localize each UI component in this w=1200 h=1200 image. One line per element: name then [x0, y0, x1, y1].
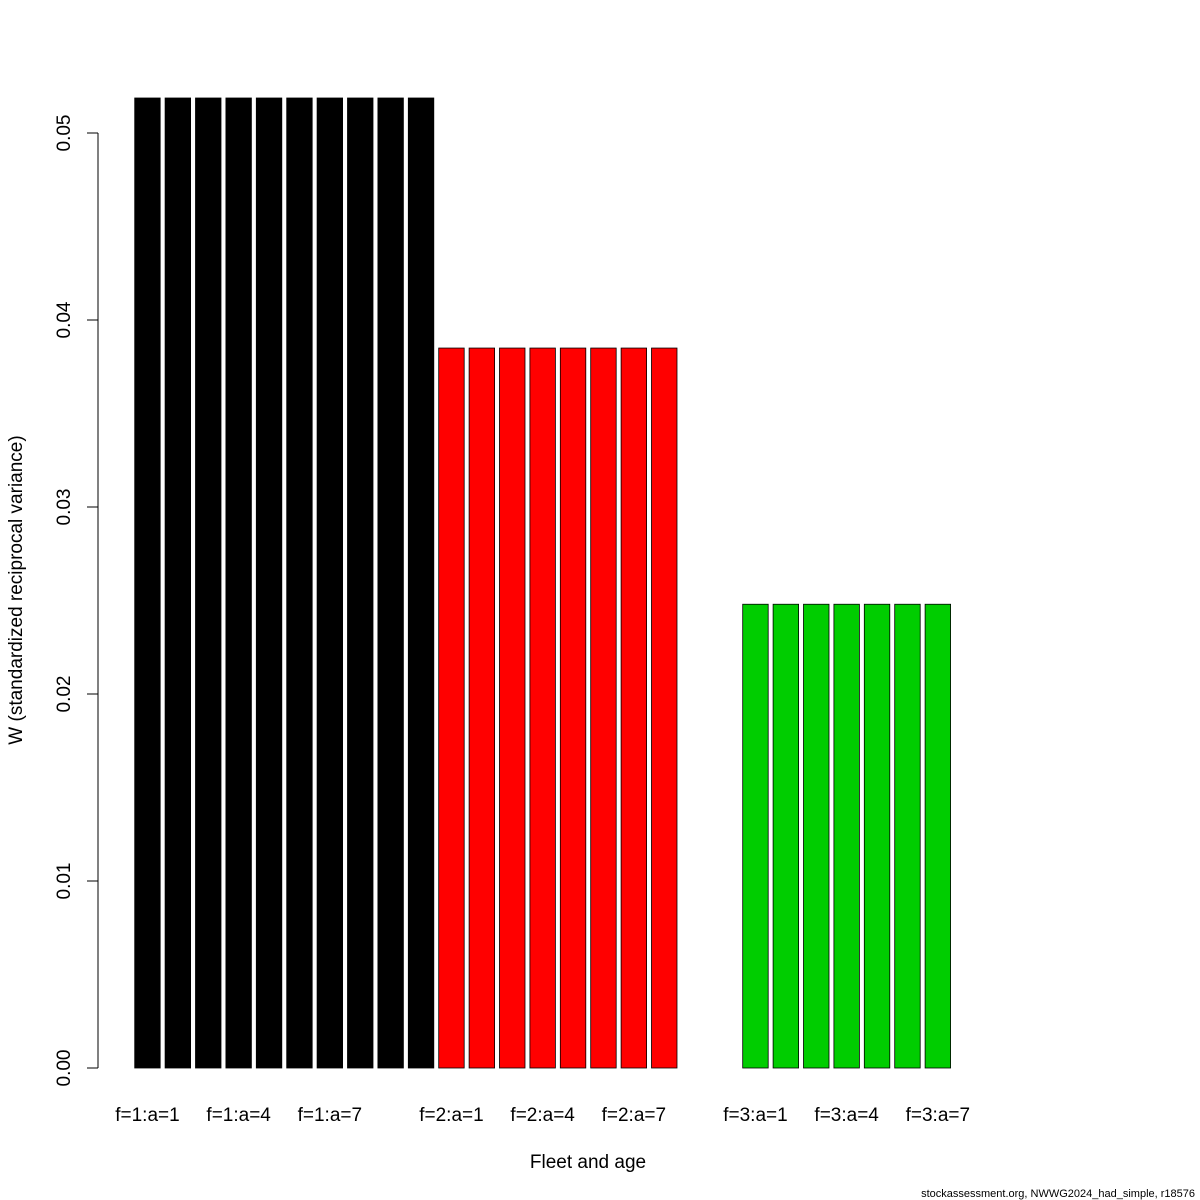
x-tick-label: f=2:a=7: [602, 1105, 666, 1126]
bar: [924, 603, 951, 1069]
bar: [772, 603, 799, 1069]
bar: [195, 97, 222, 1069]
bar: [134, 97, 161, 1069]
bar: [894, 603, 921, 1069]
bar: [499, 347, 526, 1069]
x-tick-label: f=3:a=1: [723, 1105, 787, 1126]
bar: [590, 347, 617, 1069]
bar: [833, 603, 860, 1069]
bar: [620, 347, 647, 1069]
bar: [651, 347, 678, 1069]
bar: [286, 97, 313, 1069]
bar: [255, 97, 283, 1069]
x-tick-label: f=3:a=7: [906, 1105, 970, 1126]
bar: [164, 97, 192, 1069]
bar: [803, 603, 830, 1069]
y-tick-label: 0.03: [54, 489, 75, 526]
x-tick-label: f=2:a=1: [419, 1105, 483, 1126]
x-axis-title: Fleet and age: [530, 1152, 646, 1173]
bar: [742, 603, 769, 1069]
bar: [468, 347, 496, 1069]
x-tick-label: f=2:a=4: [510, 1105, 575, 1126]
bar: [438, 347, 465, 1069]
y-tick-label: 0.02: [54, 676, 75, 713]
y-axis: 0.00 0.01 0.02 0.03 0.04 0.05: [54, 115, 99, 1087]
bar: [559, 347, 587, 1069]
y-axis-title: W (standardized reciprocal variance): [6, 435, 27, 744]
bar: [377, 97, 404, 1069]
y-tick-label: 0.01: [54, 863, 75, 900]
bar: [316, 97, 344, 1069]
bar: [863, 603, 891, 1069]
y-tick-label: 0.04: [54, 301, 75, 338]
x-tick-labels: f=1:a=1 f=1:a=4 f=1:a=7 f=2:a=1 f=2:a=4 f=2:a…: [115, 1105, 970, 1126]
x-tick-label: f=1:a=1: [115, 1105, 179, 1126]
bar: [407, 97, 435, 1069]
bars: [134, 97, 951, 1069]
bar: [347, 97, 374, 1069]
x-tick-label: f=1:a=7: [298, 1105, 362, 1126]
bar: [225, 97, 252, 1069]
x-tick-label: f=1:a=4: [206, 1105, 271, 1126]
footer-caption: stockassessment.org, NWWG2024_had_simple…: [921, 1188, 1195, 1200]
y-tick-label: 0.00: [54, 1050, 75, 1087]
x-tick-label: f=3:a=4: [814, 1105, 879, 1126]
y-tick-label: 0.05: [54, 115, 75, 152]
bar: [529, 347, 556, 1069]
